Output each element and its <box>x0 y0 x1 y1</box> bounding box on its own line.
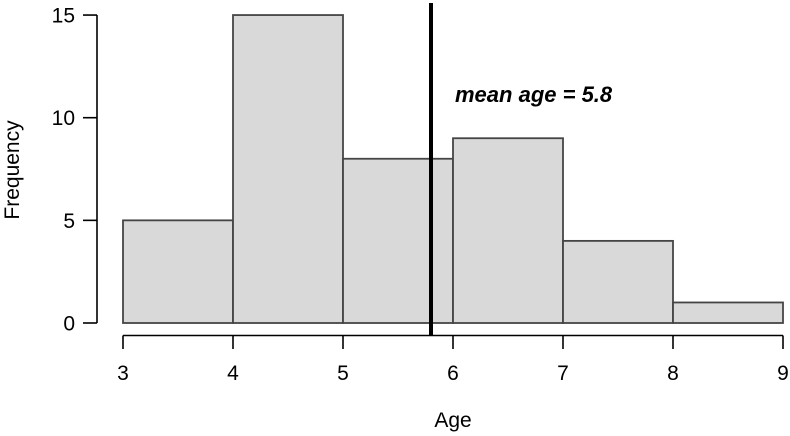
histogram-bar <box>232 14 344 324</box>
y-axis-tick-label: 15 <box>52 5 75 28</box>
y-axis-title: Frequency <box>1 120 24 220</box>
x-axis-tick-label: 9 <box>777 362 789 385</box>
histogram-bar <box>342 157 454 324</box>
y-axis-tick-label: 0 <box>63 313 75 336</box>
x-axis-tick-label: 3 <box>117 362 129 385</box>
x-axis-tick-label: 7 <box>557 362 569 385</box>
x-axis-tick-label: 8 <box>667 362 679 385</box>
mean-annotation: mean age = 5.8 <box>455 82 613 107</box>
x-axis-title: Age <box>434 409 472 432</box>
x-axis-tick-label: 5 <box>337 362 349 385</box>
x-axis-tick-label: 6 <box>447 362 459 385</box>
histogram-bar <box>672 301 784 324</box>
histogram-bar <box>452 137 564 324</box>
histogram-bar <box>122 219 234 324</box>
x-axis-tick-label: 4 <box>227 362 239 385</box>
histogram-bar <box>562 239 674 324</box>
y-axis-tick-label: 5 <box>63 210 75 233</box>
y-axis-tick-label: 10 <box>52 107 75 130</box>
